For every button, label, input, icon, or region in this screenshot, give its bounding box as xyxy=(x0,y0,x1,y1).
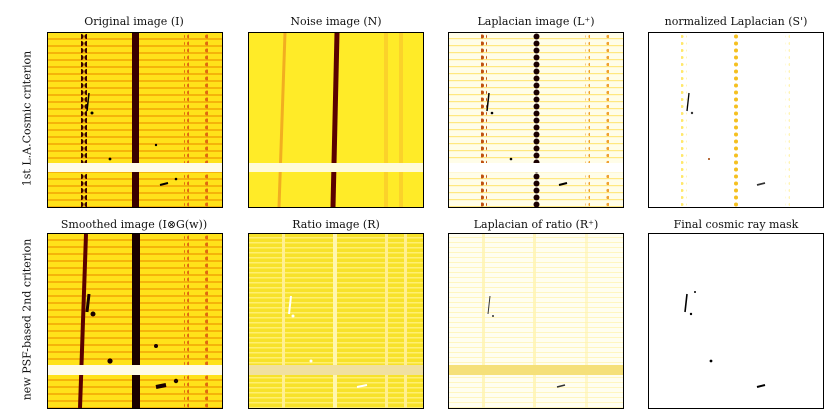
panel-final-cosmic-ray-mask xyxy=(648,233,824,409)
panel-smoothed-image xyxy=(47,233,223,409)
row-label-1: 1st L.A.Cosmic criterion xyxy=(20,50,34,187)
title-original: Original image (I) xyxy=(84,15,184,28)
title-ratio: Ratio image (R) xyxy=(292,218,380,231)
title-noise: Noise image (N) xyxy=(290,15,382,28)
title-laplacian-ratio: Laplacian of ratio (R⁺) xyxy=(473,218,599,231)
panel-laplacian-image xyxy=(448,32,624,208)
panel-laplacian-of-ratio xyxy=(448,233,624,409)
title-laplacian: Laplacian image (L⁺) xyxy=(477,15,595,28)
row-label-2: new PSF-based 2nd criterion xyxy=(20,238,34,401)
title-smoothed: Smoothed image (I⊗G(w)) xyxy=(60,218,208,231)
panel-normalized-laplacian xyxy=(648,32,824,208)
panel-noise-image xyxy=(248,32,424,208)
panel-original-image xyxy=(47,32,223,208)
title-final-mask: Final cosmic ray mask xyxy=(673,218,799,231)
title-normalized-laplacian: normalized Laplacian (S') xyxy=(664,15,808,28)
panel-ratio-image xyxy=(248,233,424,409)
